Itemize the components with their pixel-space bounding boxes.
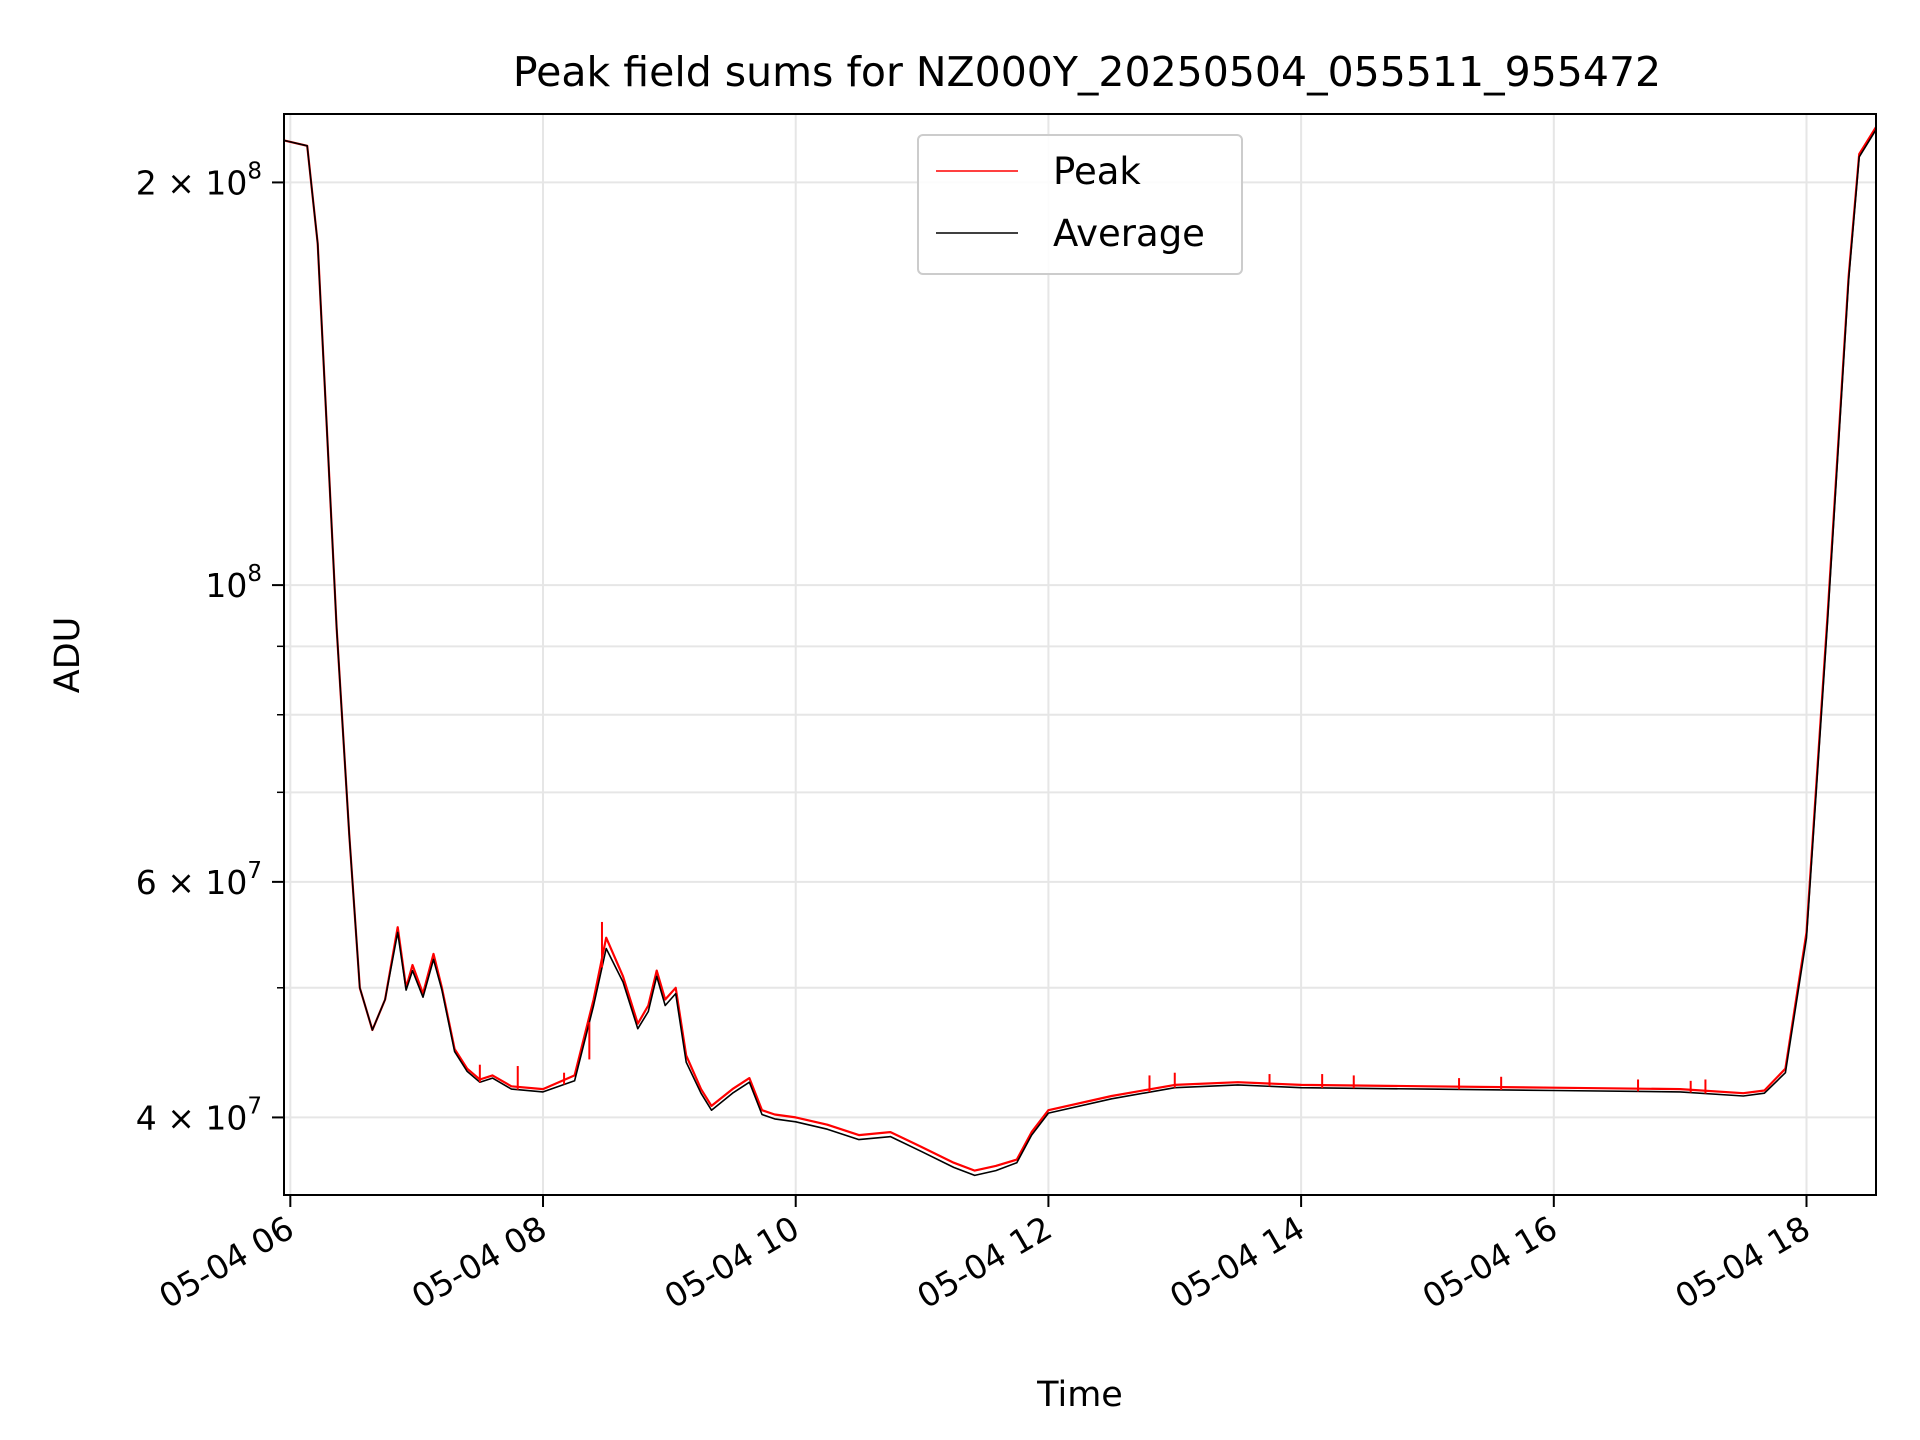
series-line-peak: [283, 126, 1877, 1172]
chart-title: Peak field sums for NZ000Y_20250504_0555…: [513, 48, 1661, 96]
grid-lines: [284, 114, 1876, 1195]
legend: Peak Average: [917, 134, 1243, 275]
legend-label-average: Average: [1053, 212, 1205, 255]
x-axis-label: Time: [1036, 1375, 1123, 1415]
legend-box: [917, 134, 1243, 275]
legend-label-peak: Peak: [1053, 150, 1141, 193]
series-lines: [283, 126, 1877, 1177]
y-tick-label: 2 × 108: [136, 158, 262, 202]
series-line-average: [283, 129, 1877, 1177]
y-tick-label: 6 × 107: [136, 858, 262, 902]
plot-area-frame: [283, 113, 1877, 1196]
y-tick-label: 108: [205, 561, 262, 605]
y-axis-label: ADU: [48, 617, 88, 694]
y-tick-label: 4 × 107: [136, 1093, 262, 1137]
